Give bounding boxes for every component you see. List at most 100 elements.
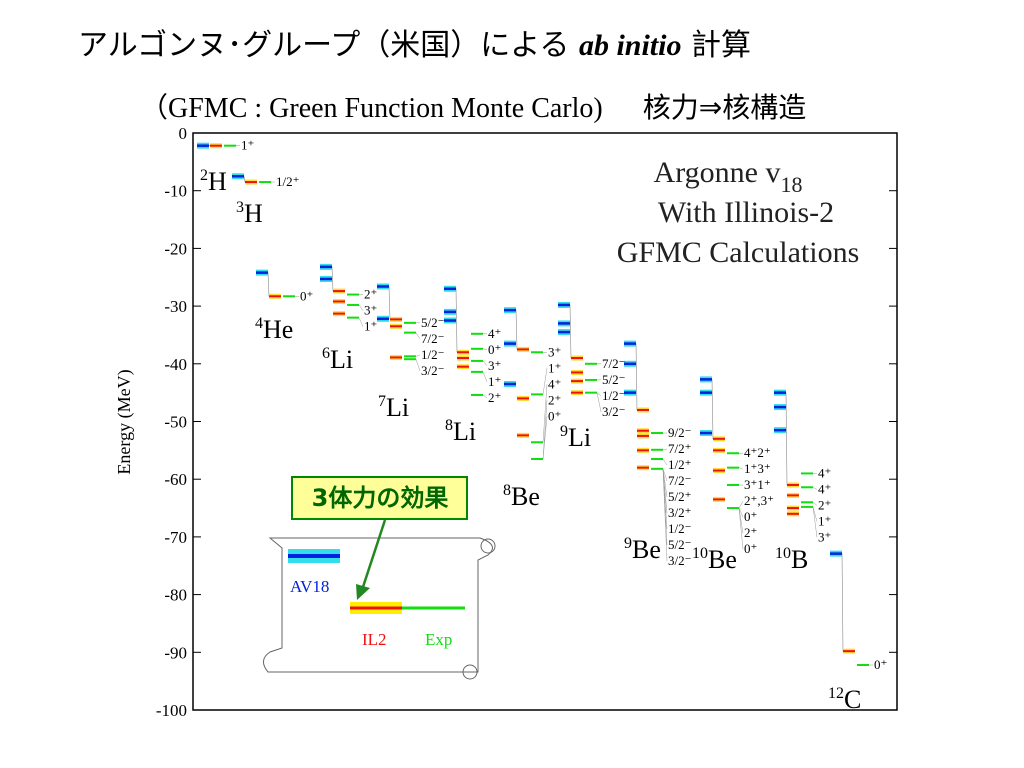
state-label: 0⁺ [744, 509, 757, 524]
annotation-line1: Argonne v18 [654, 156, 803, 197]
state-label-leader [482, 348, 488, 351]
y-axis-label: Energy (MeV) [114, 369, 135, 474]
nucleus-symbol: Be [632, 535, 661, 564]
state-label: 9/2⁻ [668, 425, 691, 440]
state-label: 3/2⁻ [668, 553, 691, 568]
state-label: 4⁺ [548, 376, 561, 391]
connector [243, 176, 246, 183]
connector [569, 304, 572, 359]
slide-subtitle: （GFMC : Green Function Monte Carlo) 核力⇒核構… [140, 86, 806, 126]
connector [785, 392, 788, 485]
state-label-leader [812, 506, 818, 522]
nucleus-label: 7Li [378, 393, 409, 422]
state-label-leader [596, 392, 602, 412]
y-tick-label: 0 [179, 124, 188, 143]
nucleus-label: 9Be [624, 535, 661, 564]
nucleus-symbol: Be [708, 545, 737, 574]
state-label-leader [662, 448, 668, 451]
state-label: 2⁺ [818, 497, 831, 512]
state-label: 1⁺ [241, 138, 254, 153]
y-tick-label: -90 [164, 643, 187, 662]
state-label-leader [662, 468, 668, 562]
state-label: 1⁺ [818, 513, 831, 528]
state-label: 1⁺3⁺ [744, 461, 771, 476]
state-label: 0⁺ [548, 408, 561, 423]
nucleus-label: 3H [236, 199, 263, 228]
state-label: 7/2⁻ [602, 356, 625, 371]
state-labels: 1⁺1/2⁺0⁺ 2⁺3⁺1⁺ 5/2⁻7/2⁻1/2⁻3/2⁻4⁺0⁺3⁺1⁺2⁺… [241, 138, 887, 672]
nucleus-symbol: H [208, 167, 227, 196]
nucleus-mass: 3 [236, 199, 244, 216]
state-label-leader [482, 394, 488, 398]
state-label: 2⁺ [548, 392, 561, 407]
annotation-line2: With Illinois-2 [658, 196, 834, 229]
nucleus-label: 4He [255, 315, 293, 344]
nucleus-label: 10B [775, 545, 808, 574]
slide-title: アルゴンヌ･グループ（米国）による ab initio 計算 [78, 20, 751, 64]
connector [331, 266, 334, 292]
annotation-sub: 18 [780, 172, 802, 197]
connector [455, 288, 458, 353]
state-label: 0⁺ [874, 657, 887, 672]
state-label-leader [738, 508, 744, 550]
level-connectors [209, 145, 873, 666]
state-label: 7/2⁻ [421, 331, 444, 346]
state-label: 0⁺ [300, 288, 313, 303]
nucleus-symbol: B [791, 545, 808, 574]
connector [841, 553, 844, 652]
state-label: 3/2⁻ [421, 363, 444, 378]
state-label: 0⁺ [488, 342, 501, 357]
state-label-leader [415, 354, 421, 357]
subtitle-jp: 核力⇒核構造 [642, 91, 807, 124]
nucleus-symbol: C [844, 685, 861, 714]
connector [711, 379, 714, 439]
state-label: 4⁺ [818, 465, 831, 480]
nucleus-symbol: H [244, 199, 263, 228]
nucleus-symbol: Li [568, 423, 591, 452]
state-label-leader [738, 507, 744, 518]
state-label: 3/2⁺ [668, 505, 691, 520]
annotation-line1-text: Argonne v [654, 156, 781, 189]
state-label-leader [738, 501, 744, 509]
scroll-curl-bottom [462, 664, 478, 680]
nucleus-label: 8Li [445, 417, 476, 446]
state-label: 5/2⁻ [421, 315, 444, 330]
state-label: 4⁺2⁺ [744, 445, 771, 460]
state-label-leader [662, 458, 668, 466]
state-label: 7/2⁺ [668, 441, 691, 456]
nucleus-mass: 7 [378, 393, 386, 410]
chart-annotation: Argonne v18 With Illinois-2 GFMC Calcula… [617, 156, 860, 269]
state-label-leader [812, 502, 818, 506]
y-tick-label: -20 [164, 239, 187, 258]
callout-text: 3体力の効果 [312, 484, 449, 512]
state-label: 1/2⁻ [668, 521, 691, 536]
y-tick-label: -50 [164, 413, 187, 432]
nucleus-symbol: Li [453, 417, 476, 446]
state-label: 1/2⁺ [276, 174, 299, 189]
state-label-leader [542, 416, 548, 460]
state-label: 3⁺1⁺ [744, 477, 771, 492]
state-label-leader [482, 360, 488, 366]
nucleus-mass: 4 [255, 315, 263, 332]
state-label-leader [482, 371, 488, 382]
state-label: 4⁺ [488, 326, 501, 341]
inset-av18-label: AV18 [290, 577, 329, 596]
callout-arrow-line [360, 519, 387, 591]
title-suffix: 計算 [691, 28, 752, 63]
callout: 3体力の効果 [291, 476, 468, 600]
scroll-curl-top [480, 538, 496, 554]
y-tick-label: -100 [156, 701, 187, 720]
state-label-leader [738, 508, 744, 534]
nucleus-label: 2H [200, 167, 227, 196]
state-label-leader [358, 317, 364, 327]
nucleus-mass: 9 [560, 423, 568, 440]
y-tick-label: -30 [164, 297, 187, 316]
nucleus-symbol: He [263, 315, 293, 344]
nucleus-mass: 8 [445, 417, 453, 434]
title-prefix: アルゴンヌ･グループ（米国）による [78, 28, 570, 63]
state-label: 5/2⁻ [602, 372, 625, 387]
nucleus-symbol: Li [330, 345, 353, 374]
nucleus-symbol: Li [386, 393, 409, 422]
annotation-line3: GFMC Calculations [617, 236, 860, 269]
state-label-leader [415, 332, 421, 339]
